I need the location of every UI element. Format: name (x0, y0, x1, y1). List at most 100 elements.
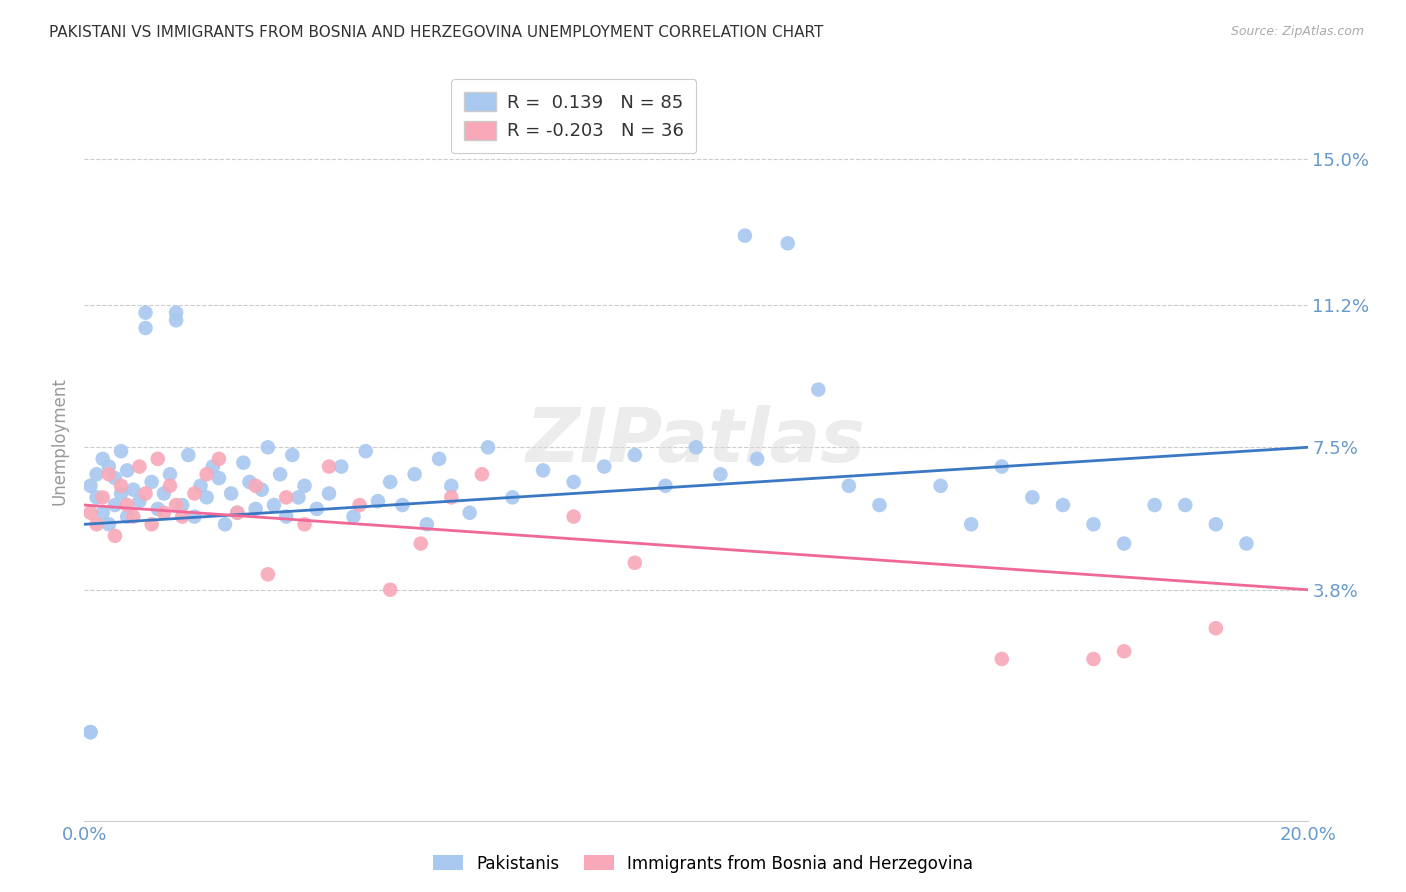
Point (531, 463, 554, 477)
Text: PAKISTANI VS IMMIGRANTS FROM BOSNIA AND HERZEGOVINA UNEMPLOYMENT CORRELATION CHA: PAKISTANI VS IMMIGRANTS FROM BOSNIA AND … (49, 25, 824, 40)
Point (165, 305, 187, 319)
Point (91, 451, 114, 466)
Point (257, 567, 280, 582)
Point (165, 313, 187, 327)
Y-axis label: Unemployment: Unemployment (51, 377, 69, 506)
Point (141, 517, 163, 532)
Point (238, 475, 260, 489)
Point (122, 509, 145, 524)
Point (562, 509, 585, 524)
Point (991, 459, 1014, 474)
Point (1021, 491, 1043, 505)
Point (245, 502, 267, 516)
Point (391, 498, 413, 512)
Point (1083, 652, 1105, 666)
Point (146, 502, 169, 516)
Point (226, 506, 249, 520)
Point (135, 486, 157, 500)
Point (276, 509, 298, 524)
Point (458, 506, 481, 520)
Point (195, 467, 218, 482)
Point (287, 491, 309, 505)
Point (342, 509, 364, 524)
Point (409, 536, 432, 550)
Point (776, 236, 799, 251)
Point (226, 506, 249, 520)
Text: ZIPatlas: ZIPatlas (526, 405, 866, 478)
Point (1236, 536, 1258, 550)
Point (562, 475, 585, 489)
Point (1114, 536, 1136, 550)
Point (86, 467, 108, 482)
Point (367, 494, 389, 508)
Point (104, 471, 127, 485)
Point (477, 440, 499, 454)
Point (159, 479, 181, 493)
Point (318, 486, 340, 500)
Point (97, 467, 120, 482)
Point (165, 498, 187, 512)
Point (1083, 517, 1105, 532)
Point (471, 467, 494, 482)
Point (79, 479, 101, 493)
Legend: Pakistanis, Immigrants from Bosnia and Herzegovina: Pakistanis, Immigrants from Bosnia and H… (426, 848, 980, 880)
Point (91, 491, 114, 505)
Point (1114, 644, 1136, 658)
Point (128, 459, 150, 474)
Point (869, 498, 891, 512)
Point (86, 491, 108, 505)
Point (624, 448, 647, 462)
Point (115, 498, 138, 512)
Point (219, 486, 242, 500)
Point (97, 517, 120, 532)
Point (1174, 498, 1197, 512)
Point (110, 444, 132, 458)
Point (214, 517, 236, 532)
Point (734, 228, 756, 243)
Point (807, 383, 830, 397)
Point (624, 556, 647, 570)
Point (104, 529, 127, 543)
Point (416, 517, 439, 532)
Point (79, 725, 101, 739)
Point (115, 463, 138, 477)
Point (135, 305, 157, 319)
Point (349, 498, 371, 512)
Point (110, 486, 132, 500)
Point (654, 479, 676, 493)
Point (685, 440, 707, 454)
Point (427, 451, 450, 466)
Point (146, 451, 169, 466)
Text: Source: ZipAtlas.com: Source: ZipAtlas.com (1230, 25, 1364, 38)
Point (1205, 621, 1227, 635)
Point (172, 498, 194, 512)
Legend: R =  0.139   N = 85, R = -0.203   N = 36: R = 0.139 N = 85, R = -0.203 N = 36 (451, 79, 696, 153)
Point (1205, 517, 1227, 532)
Point (281, 448, 304, 462)
Point (135, 321, 157, 335)
Point (79, 725, 101, 739)
Point (709, 467, 731, 482)
Point (208, 471, 231, 485)
Point (276, 491, 298, 505)
Point (250, 483, 273, 497)
Point (97, 459, 120, 474)
Point (141, 475, 163, 489)
Point (190, 479, 212, 493)
Point (929, 479, 952, 493)
Point (960, 517, 983, 532)
Point (380, 582, 402, 597)
Point (195, 491, 218, 505)
Point (115, 509, 138, 524)
Point (991, 652, 1014, 666)
Point (159, 467, 181, 482)
Point (122, 483, 145, 497)
Point (593, 459, 616, 474)
Point (318, 459, 340, 474)
Point (183, 486, 205, 500)
Point (128, 494, 150, 508)
Point (86, 517, 108, 532)
Point (79, 506, 101, 520)
Point (104, 498, 127, 512)
Point (232, 456, 254, 470)
